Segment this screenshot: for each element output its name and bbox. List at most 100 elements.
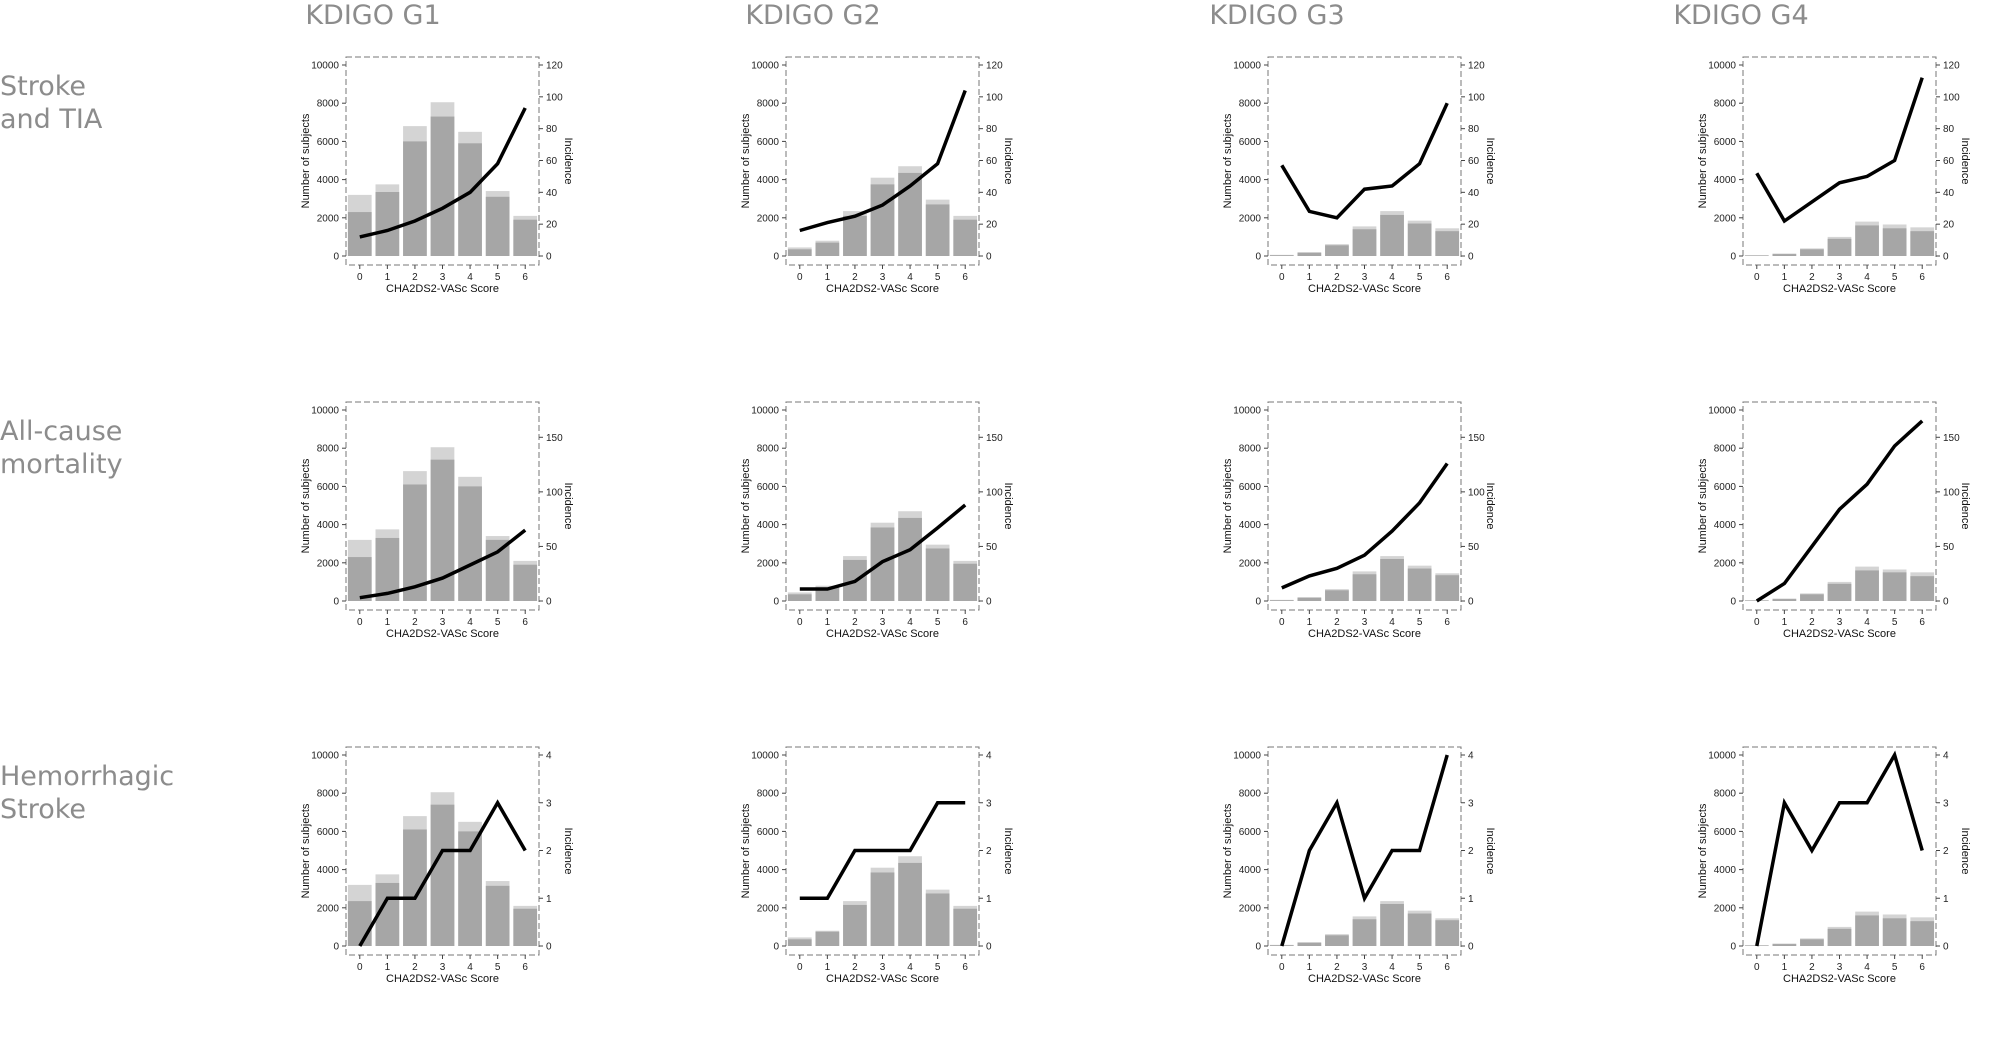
y-tick-label: 6000 [757, 137, 780, 148]
y-tick-label: 2000 [317, 558, 340, 569]
bar-subjects [1800, 939, 1824, 946]
y-axis-title: Number of subjects [1697, 803, 1709, 898]
bar-subjects [1744, 255, 1769, 256]
bar-subjects [1910, 576, 1935, 601]
y-tick-label: 8000 [757, 789, 780, 800]
y-tick-label: 4000 [1239, 520, 1262, 531]
bar-subjects [513, 908, 538, 946]
row-title-line: All-cause [0, 416, 123, 447]
bar-subjects [870, 184, 895, 256]
y-tick-label: 4000 [1239, 175, 1262, 186]
x-tick-label: 2 [852, 617, 858, 628]
bar-subjects [1855, 915, 1879, 946]
y-tick-label: 2000 [1239, 558, 1262, 569]
y-axis-title: Number of subjects [740, 803, 752, 898]
x-tick-label: 6 [1444, 272, 1450, 283]
y-tick-label: 0 [1255, 252, 1261, 263]
bar-subjects [1297, 252, 1322, 256]
x-tick-label: 1 [1782, 617, 1788, 628]
bar-subjects [1269, 255, 1294, 256]
y2-tick-label: 0 [546, 252, 552, 263]
bar-subjects [403, 484, 427, 601]
y2-tick-label: 60 [1943, 156, 1955, 167]
x-tick-label: 2 [1809, 272, 1815, 283]
y2-axis-title: Incidence [1002, 827, 1014, 874]
y2-axis-title: Incidence [562, 137, 574, 184]
x-axis-title: CHA2DS2-VASc Score [1783, 628, 1896, 640]
x-tick-label: 0 [797, 962, 803, 973]
chart-panel: 0 2000 4000 6000 8000 10000 0 20 40 60 80 100 120 0 1 2… [740, 56, 1014, 295]
y2-tick-label: 50 [1943, 542, 1955, 553]
bar-subjects [1882, 228, 1907, 256]
y-tick-label: 8000 [1714, 99, 1737, 110]
incidence-line [799, 503, 967, 591]
y2-tick-label: 4 [1943, 751, 1949, 762]
bar-subjects [898, 172, 922, 256]
y2-tick-label: 1 [986, 894, 992, 905]
x-tick-label: 5 [495, 272, 501, 283]
bar-subjects [1352, 574, 1377, 601]
y2-tick-label: 20 [986, 220, 998, 231]
x-tick-label: 5 [1417, 272, 1423, 283]
y-tick-label: 4000 [1714, 520, 1737, 531]
x-tick-label: 5 [1892, 272, 1898, 283]
y2-tick-label: 100 [546, 487, 563, 498]
x-tick-label: 4 [1864, 962, 1870, 973]
y-tick-label: 10000 [751, 751, 779, 762]
x-tick-label: 3 [1837, 272, 1843, 283]
y-tick-label: 4000 [317, 865, 340, 876]
x-tick-label: 3 [1362, 617, 1368, 628]
x-tick-label: 4 [1389, 272, 1395, 283]
bar-subjects [1325, 935, 1349, 946]
x-tick-label: 6 [522, 617, 528, 628]
x-tick-label: 3 [1362, 962, 1368, 973]
plot-frame [1742, 746, 1937, 956]
y-tick-label: 8000 [1714, 444, 1737, 455]
row-title-hemorrhagic: Hemorrhagic Stroke [0, 760, 200, 826]
bar-subjects [1827, 583, 1852, 601]
y2-tick-label: 80 [546, 124, 558, 135]
x-tick-label: 2 [1809, 962, 1815, 973]
y-tick-label: 4000 [1714, 175, 1737, 186]
y-tick-label: 0 [773, 252, 779, 263]
bar-subjects [430, 804, 455, 946]
bar-subjects [1325, 245, 1349, 256]
y-tick-label: 0 [1730, 597, 1736, 608]
y-axis-title: Number of subjects [300, 458, 312, 553]
x-tick-label: 5 [935, 272, 941, 283]
x-tick-label: 2 [1334, 617, 1340, 628]
y-axis-title: Number of subjects [740, 458, 752, 553]
incidence-line [1280, 754, 1449, 947]
y-tick-label: 6000 [317, 827, 340, 838]
bar-subjects [1352, 919, 1377, 946]
x-axis-title: CHA2DS2-VASc Score [1783, 283, 1896, 295]
y-tick-label: 10000 [311, 406, 339, 417]
bar-subjects [787, 939, 812, 946]
chart-panel: 0 2000 4000 6000 8000 10000 0 1 2 3 4 0 1 2 3 4 5 6 CHA2DS… [1697, 746, 1971, 985]
y-axis-title: Number of subjects [300, 803, 312, 898]
x-tick-label: 2 [852, 272, 858, 283]
chart-panel: 0 2000 4000 6000 8000 10000 0 50 100 150 0 1 2 3 4 5 6 CH… [740, 401, 1014, 640]
plot-frame [1742, 56, 1937, 266]
incidence-line [799, 801, 966, 901]
bar-subjects [898, 517, 922, 601]
y2-tick-label: 60 [546, 156, 558, 167]
y-tick-label: 2000 [757, 558, 780, 569]
incidence-line [1755, 750, 1924, 947]
y-axis-title: Number of subjects [740, 113, 752, 208]
bar-subjects [458, 143, 482, 256]
bar-subjects [1882, 572, 1907, 601]
y2-tick-label: 100 [1468, 92, 1485, 103]
y2-tick-label: 80 [1943, 124, 1955, 135]
y-tick-label: 2000 [1714, 903, 1737, 914]
incidence-line [1280, 102, 1449, 220]
x-tick-label: 2 [852, 962, 858, 973]
x-axis-title: CHA2DS2-VASc Score [1783, 973, 1896, 985]
incidence-line [358, 799, 527, 947]
bar-subjects [1297, 942, 1322, 946]
x-tick-label: 3 [1362, 272, 1368, 283]
x-tick-label: 5 [1417, 617, 1423, 628]
y-tick-label: 0 [333, 942, 339, 953]
bar-subjects [1827, 238, 1852, 256]
x-axis-title: CHA2DS2-VASc Score [386, 628, 499, 640]
